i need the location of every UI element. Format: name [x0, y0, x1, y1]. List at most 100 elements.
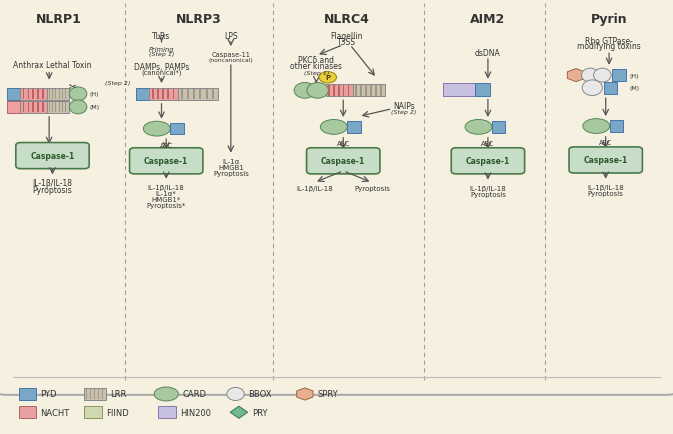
Ellipse shape — [227, 388, 244, 401]
Bar — [604, 82, 617, 95]
Text: LPS: LPS — [224, 33, 238, 41]
Text: NAIPs: NAIPs — [393, 102, 415, 111]
Text: Caspase-11: Caspase-11 — [211, 52, 250, 58]
Bar — [7, 89, 20, 101]
Bar — [32, 102, 34, 113]
Ellipse shape — [154, 387, 178, 401]
Bar — [32, 89, 34, 100]
Ellipse shape — [320, 120, 347, 135]
Text: (Step 2): (Step 2) — [105, 81, 131, 86]
FancyBboxPatch shape — [451, 148, 524, 174]
Text: HIN200: HIN200 — [180, 408, 211, 417]
Text: LRR: LRR — [110, 390, 126, 398]
Text: NLRC4: NLRC4 — [324, 13, 369, 26]
Bar — [65, 102, 67, 113]
Bar — [102, 389, 103, 399]
Text: Pyroptosis: Pyroptosis — [354, 185, 390, 191]
Text: other kinases: other kinases — [290, 62, 343, 71]
Bar — [86, 389, 87, 399]
Bar — [380, 86, 382, 96]
Ellipse shape — [294, 83, 316, 99]
Text: HMGB1*: HMGB1* — [151, 197, 181, 203]
Text: ASC: ASC — [336, 141, 350, 147]
Bar — [98, 389, 99, 399]
Text: ASC: ASC — [160, 142, 173, 148]
Bar — [59, 102, 60, 113]
Bar — [181, 89, 183, 100]
Polygon shape — [230, 406, 248, 418]
Bar — [23, 89, 24, 100]
Text: (noncanonical): (noncanonical) — [209, 57, 253, 62]
Text: IL-1β/IL-18: IL-1β/IL-18 — [32, 179, 73, 187]
Text: IL-1β/IL-18: IL-1β/IL-18 — [588, 184, 624, 191]
Ellipse shape — [69, 101, 87, 115]
Bar — [168, 89, 169, 100]
Bar — [59, 89, 60, 100]
Bar — [187, 89, 189, 100]
Bar — [28, 89, 29, 100]
Ellipse shape — [581, 69, 599, 83]
Bar — [343, 86, 345, 96]
Bar — [42, 102, 44, 113]
Bar — [42, 89, 44, 100]
Bar — [170, 124, 184, 135]
FancyBboxPatch shape — [569, 148, 642, 174]
Bar — [48, 102, 50, 113]
Bar — [52, 102, 53, 113]
Text: Pyroptosis: Pyroptosis — [470, 191, 506, 197]
Text: PKCδ and: PKCδ and — [298, 56, 334, 65]
Text: NLRP3: NLRP3 — [176, 13, 221, 26]
Bar — [365, 86, 367, 96]
Bar — [37, 89, 39, 100]
Ellipse shape — [582, 81, 602, 96]
Text: BBOX: BBOX — [248, 390, 271, 398]
Bar — [20, 89, 47, 101]
Bar — [37, 102, 39, 113]
Text: NACHT: NACHT — [40, 408, 69, 417]
Text: Caspase-1: Caspase-1 — [466, 157, 510, 166]
Text: ✂: ✂ — [69, 81, 77, 91]
Text: Caspase-1: Caspase-1 — [583, 156, 628, 165]
Bar — [193, 89, 195, 100]
Bar — [178, 89, 218, 101]
Text: HMGB1: HMGB1 — [218, 164, 244, 171]
Bar — [84, 406, 102, 418]
Text: Pyrin: Pyrin — [591, 13, 627, 26]
Bar — [28, 102, 29, 113]
Bar — [52, 89, 53, 100]
Bar — [55, 102, 57, 113]
Text: Anthrax Lethal Toxin: Anthrax Lethal Toxin — [13, 61, 92, 69]
Bar — [20, 102, 47, 114]
Text: (M): (M) — [90, 105, 100, 110]
Text: PYD: PYD — [40, 390, 57, 398]
Text: IL-1β/IL-18: IL-1β/IL-18 — [296, 185, 332, 191]
Bar — [62, 102, 63, 113]
Text: AIM2: AIM2 — [470, 13, 505, 26]
Circle shape — [319, 72, 336, 84]
Text: Priming: Priming — [149, 46, 174, 53]
Text: Caspase-1: Caspase-1 — [30, 152, 75, 161]
Bar — [47, 89, 69, 101]
Text: Pyroptosis*: Pyroptosis* — [147, 203, 186, 209]
Text: TLRs: TLRs — [152, 33, 171, 41]
Bar — [19, 406, 36, 418]
Text: IL-1α: IL-1α — [222, 158, 240, 164]
Text: (Step 1): (Step 1) — [149, 52, 174, 57]
Bar — [48, 89, 50, 100]
Bar — [612, 70, 626, 82]
Bar — [443, 84, 475, 96]
Bar — [162, 89, 164, 100]
Text: modifying toxins: modifying toxins — [577, 43, 641, 51]
Text: Caspase-1: Caspase-1 — [144, 157, 188, 166]
Bar — [353, 85, 385, 97]
FancyBboxPatch shape — [307, 148, 380, 174]
Bar — [62, 89, 63, 100]
Bar — [199, 89, 201, 100]
Bar — [370, 86, 371, 96]
Text: CARD: CARD — [182, 390, 207, 398]
Text: IL-1α*: IL-1α* — [156, 191, 176, 197]
Bar — [212, 89, 214, 100]
Bar — [348, 86, 349, 96]
Bar — [23, 102, 24, 113]
Bar — [94, 389, 95, 399]
